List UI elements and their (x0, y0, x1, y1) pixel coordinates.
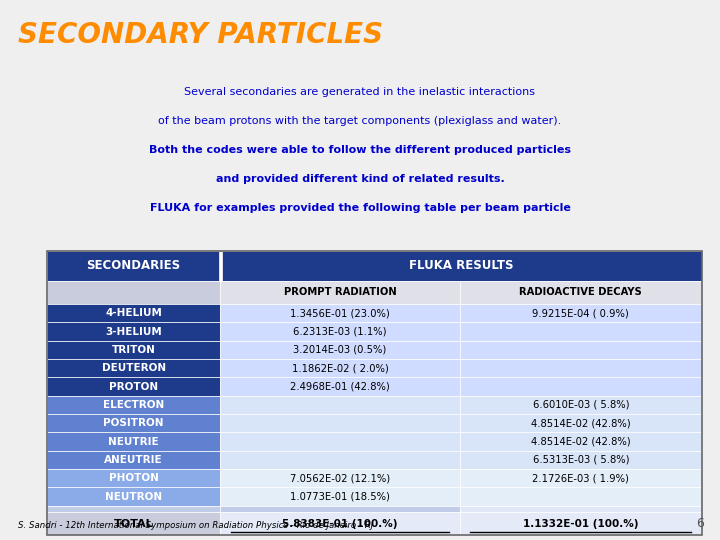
Text: 1.0773E-01 (18.5%): 1.0773E-01 (18.5%) (290, 491, 390, 502)
Text: ANEUTRIE: ANEUTRIE (104, 455, 163, 465)
Bar (220, 512, 459, 535)
Bar (220, 505, 459, 512)
Bar (47, 488, 220, 505)
Text: 6: 6 (696, 517, 704, 530)
Bar (47, 377, 220, 396)
Text: 1.1862E-02 ( 2.0%): 1.1862E-02 ( 2.0%) (292, 363, 388, 373)
Bar (47, 359, 220, 377)
Text: 6.2313E-03 (1.1%): 6.2313E-03 (1.1%) (293, 327, 387, 336)
Text: 2.1726E-03 ( 1.9%): 2.1726E-03 ( 1.9%) (532, 473, 629, 483)
Bar (459, 341, 702, 359)
Bar (47, 251, 702, 535)
Bar (220, 251, 702, 281)
Text: 3.2014E-03 (0.5%): 3.2014E-03 (0.5%) (293, 345, 387, 355)
Text: PROMPT RADIATION: PROMPT RADIATION (284, 287, 397, 298)
Text: TOTAL: TOTAL (114, 518, 153, 529)
Text: 4-HELIUM: 4-HELIUM (105, 308, 162, 318)
Text: POSITRON: POSITRON (104, 418, 164, 428)
Bar (47, 251, 220, 281)
Text: PROTON: PROTON (109, 382, 158, 392)
Text: NEUTRON: NEUTRON (105, 491, 162, 502)
Text: of the beam protons with the target components (plexiglass and water).: of the beam protons with the target comp… (158, 116, 562, 126)
Bar (47, 505, 220, 512)
Bar (219, 251, 222, 281)
Bar (459, 512, 702, 535)
Text: S. Sandri - 12th International Symposium on Radiation Physics - Rio de Janeiro -: S. Sandri - 12th International Symposium… (18, 521, 373, 530)
Bar (459, 451, 702, 469)
Bar (459, 469, 702, 488)
Text: 2.4968E-01 (42.8%): 2.4968E-01 (42.8%) (290, 382, 390, 392)
Bar (220, 341, 459, 359)
Bar (220, 281, 459, 304)
Text: 5.8383E-01 (100.%): 5.8383E-01 (100.%) (282, 518, 397, 529)
Bar (220, 377, 459, 396)
Bar (220, 488, 459, 505)
Bar (459, 281, 702, 304)
Text: 1.1332E-01 (100.%): 1.1332E-01 (100.%) (523, 518, 639, 529)
Bar (47, 451, 220, 469)
Bar (459, 304, 702, 322)
Text: Several secondaries are generated in the inelastic interactions: Several secondaries are generated in the… (184, 86, 536, 97)
Bar (220, 304, 459, 322)
Text: and provided different kind of related results.: and provided different kind of related r… (215, 174, 505, 184)
Bar (220, 414, 459, 433)
Bar (47, 433, 220, 451)
Bar (47, 512, 220, 535)
Text: RADIOACTIVE DECAYS: RADIOACTIVE DECAYS (519, 287, 642, 298)
Text: TRITON: TRITON (112, 345, 156, 355)
Text: 9.9215E-04 ( 0.9%): 9.9215E-04 ( 0.9%) (532, 308, 629, 318)
Bar (220, 322, 459, 341)
Text: Both the codes were able to follow the different produced particles: Both the codes were able to follow the d… (149, 145, 571, 155)
Bar (220, 469, 459, 488)
Text: PHOTON: PHOTON (109, 473, 158, 483)
Bar (47, 322, 220, 341)
Bar (47, 281, 220, 304)
Bar (459, 322, 702, 341)
Text: ELECTRON: ELECTRON (103, 400, 164, 410)
Bar (47, 341, 220, 359)
Text: 4.8514E-02 (42.8%): 4.8514E-02 (42.8%) (531, 418, 631, 428)
Bar (47, 396, 220, 414)
Text: 1.3456E-01 (23.0%): 1.3456E-01 (23.0%) (290, 308, 390, 318)
Text: FLUKA for examples provided the following table per beam particle: FLUKA for examples provided the followin… (150, 203, 570, 213)
Text: 7.0562E-02 (12.1%): 7.0562E-02 (12.1%) (290, 473, 390, 483)
Text: SECONDARY PARTICLES: SECONDARY PARTICLES (18, 21, 383, 49)
Bar (220, 451, 459, 469)
Bar (459, 433, 702, 451)
Bar (459, 414, 702, 433)
Bar (459, 505, 702, 512)
Bar (47, 414, 220, 433)
Bar (220, 396, 459, 414)
Text: FLUKA RESULTS: FLUKA RESULTS (409, 259, 513, 272)
Bar (459, 359, 702, 377)
Text: 6.6010E-03 ( 5.8%): 6.6010E-03 ( 5.8%) (533, 400, 629, 410)
Text: 4.8514E-02 (42.8%): 4.8514E-02 (42.8%) (531, 436, 631, 447)
Bar (459, 396, 702, 414)
Bar (220, 359, 459, 377)
Bar (47, 304, 220, 322)
Bar (47, 469, 220, 488)
Bar (220, 433, 459, 451)
Text: NEUTRIE: NEUTRIE (108, 436, 159, 447)
Text: SECONDARIES: SECONDARIES (86, 259, 181, 272)
Bar (459, 377, 702, 396)
Text: DEUTERON: DEUTERON (102, 363, 166, 373)
Bar (459, 488, 702, 505)
Text: 6.5313E-03 ( 5.8%): 6.5313E-03 ( 5.8%) (533, 455, 629, 465)
Text: 3-HELIUM: 3-HELIUM (105, 327, 162, 336)
